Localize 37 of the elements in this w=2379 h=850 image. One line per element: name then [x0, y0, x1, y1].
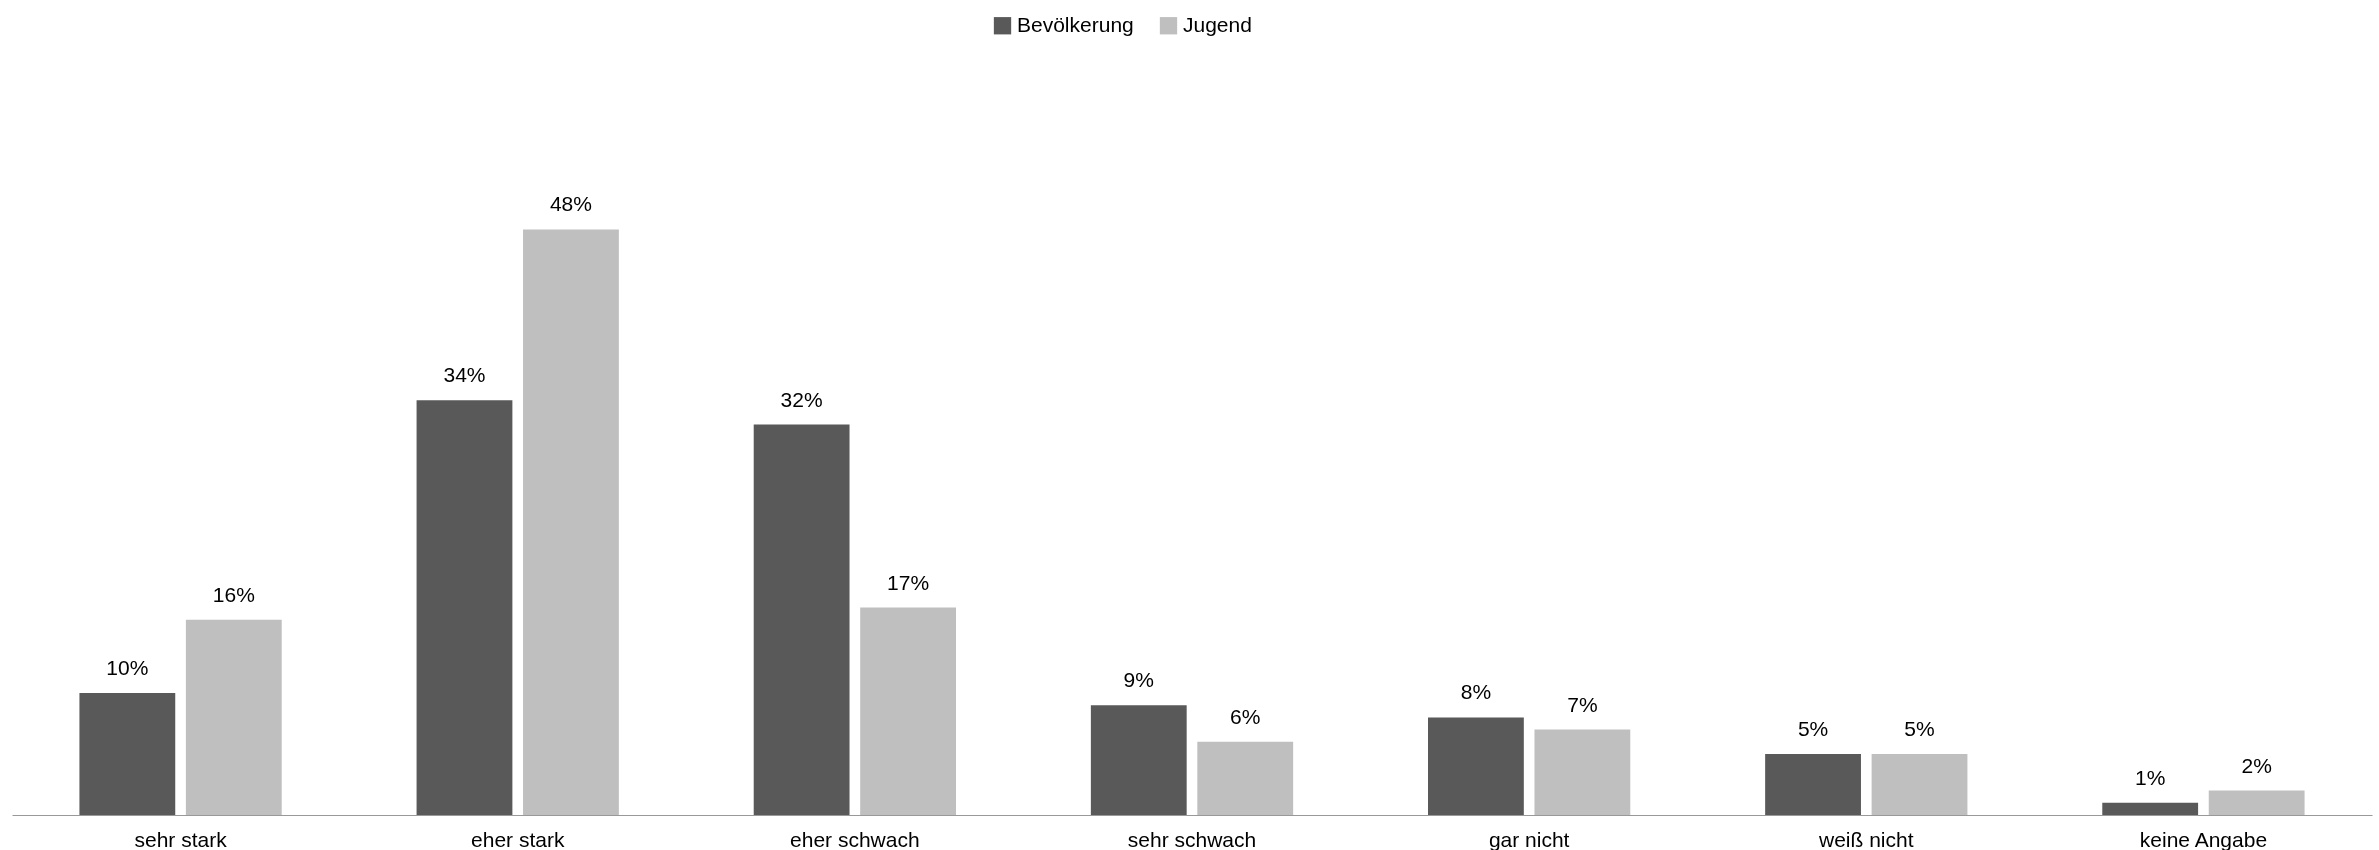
data-label: 16% — [212, 582, 255, 606]
bar — [753, 424, 850, 815]
bar — [1197, 741, 1294, 815]
data-label: 32% — [780, 387, 823, 411]
legend-label: Bevölkerung — [1017, 12, 1134, 36]
data-label: 10% — [106, 656, 149, 679]
data-label: 34% — [443, 363, 486, 387]
data-label: 9% — [1123, 668, 1154, 692]
x-tick-label: keine Angabe — [2139, 827, 2268, 850]
x-tick-label: sehr schwach — [1127, 827, 1257, 850]
bar — [2102, 802, 2199, 815]
x-tick-label: sehr stark — [134, 827, 228, 850]
x-tick-label: gar nicht — [1488, 827, 1570, 850]
x-tick-label: eher stark — [471, 827, 565, 850]
bar — [1534, 729, 1631, 815]
data-label: 5% — [1904, 717, 1935, 740]
bar — [1765, 754, 1861, 815]
data-label: 17% — [887, 570, 930, 594]
data-label: 7% — [1567, 692, 1598, 716]
data-label: 48% — [549, 192, 592, 216]
bar — [1090, 705, 1187, 815]
bar — [860, 607, 956, 815]
bar — [1871, 754, 1968, 815]
bar — [185, 619, 282, 815]
bar — [79, 693, 176, 815]
data-label: 1% — [2135, 765, 2166, 789]
data-label: 5% — [1797, 717, 1829, 740]
bar — [416, 400, 513, 815]
x-tick-label: weiß nicht — [1818, 827, 1914, 850]
legend-label: Jugend — [1183, 12, 1252, 36]
data-label: 2% — [2241, 753, 2272, 777]
data-label: 8% — [1460, 680, 1492, 704]
bar — [2208, 790, 2305, 815]
bar — [523, 229, 619, 815]
x-tick-label: eher schwach — [790, 827, 920, 850]
bar — [1428, 717, 1524, 815]
data-label: 6% — [1230, 704, 1261, 728]
